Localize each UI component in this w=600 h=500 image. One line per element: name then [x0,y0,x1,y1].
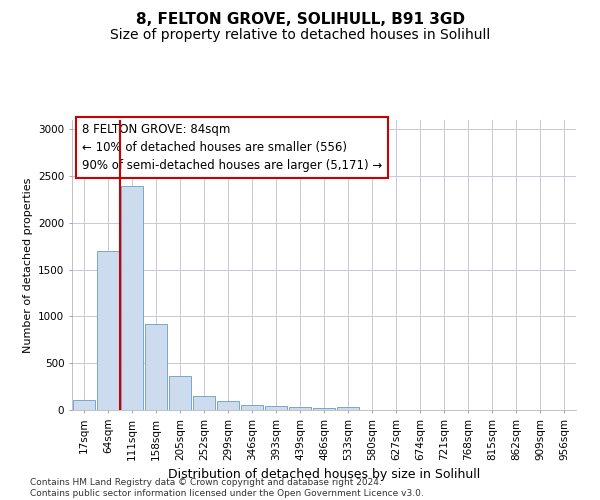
Y-axis label: Number of detached properties: Number of detached properties [23,178,32,352]
Bar [97,251,119,410]
Bar [193,396,215,410]
Bar [313,408,335,410]
Bar [265,406,287,410]
Bar [289,407,311,410]
Bar [73,400,95,410]
X-axis label: Distribution of detached houses by size in Solihull: Distribution of detached houses by size … [168,468,480,481]
Bar [169,376,191,410]
Text: Size of property relative to detached houses in Solihull: Size of property relative to detached ho… [110,28,490,42]
Bar [121,186,143,410]
Text: 8 FELTON GROVE: 84sqm
← 10% of detached houses are smaller (556)
90% of semi-det: 8 FELTON GROVE: 84sqm ← 10% of detached … [82,123,382,172]
Text: Contains HM Land Registry data © Crown copyright and database right 2024.
Contai: Contains HM Land Registry data © Crown c… [30,478,424,498]
Bar [241,405,263,410]
Bar [217,400,239,410]
Bar [145,324,167,410]
Bar [337,407,359,410]
Text: 8, FELTON GROVE, SOLIHULL, B91 3GD: 8, FELTON GROVE, SOLIHULL, B91 3GD [136,12,464,28]
